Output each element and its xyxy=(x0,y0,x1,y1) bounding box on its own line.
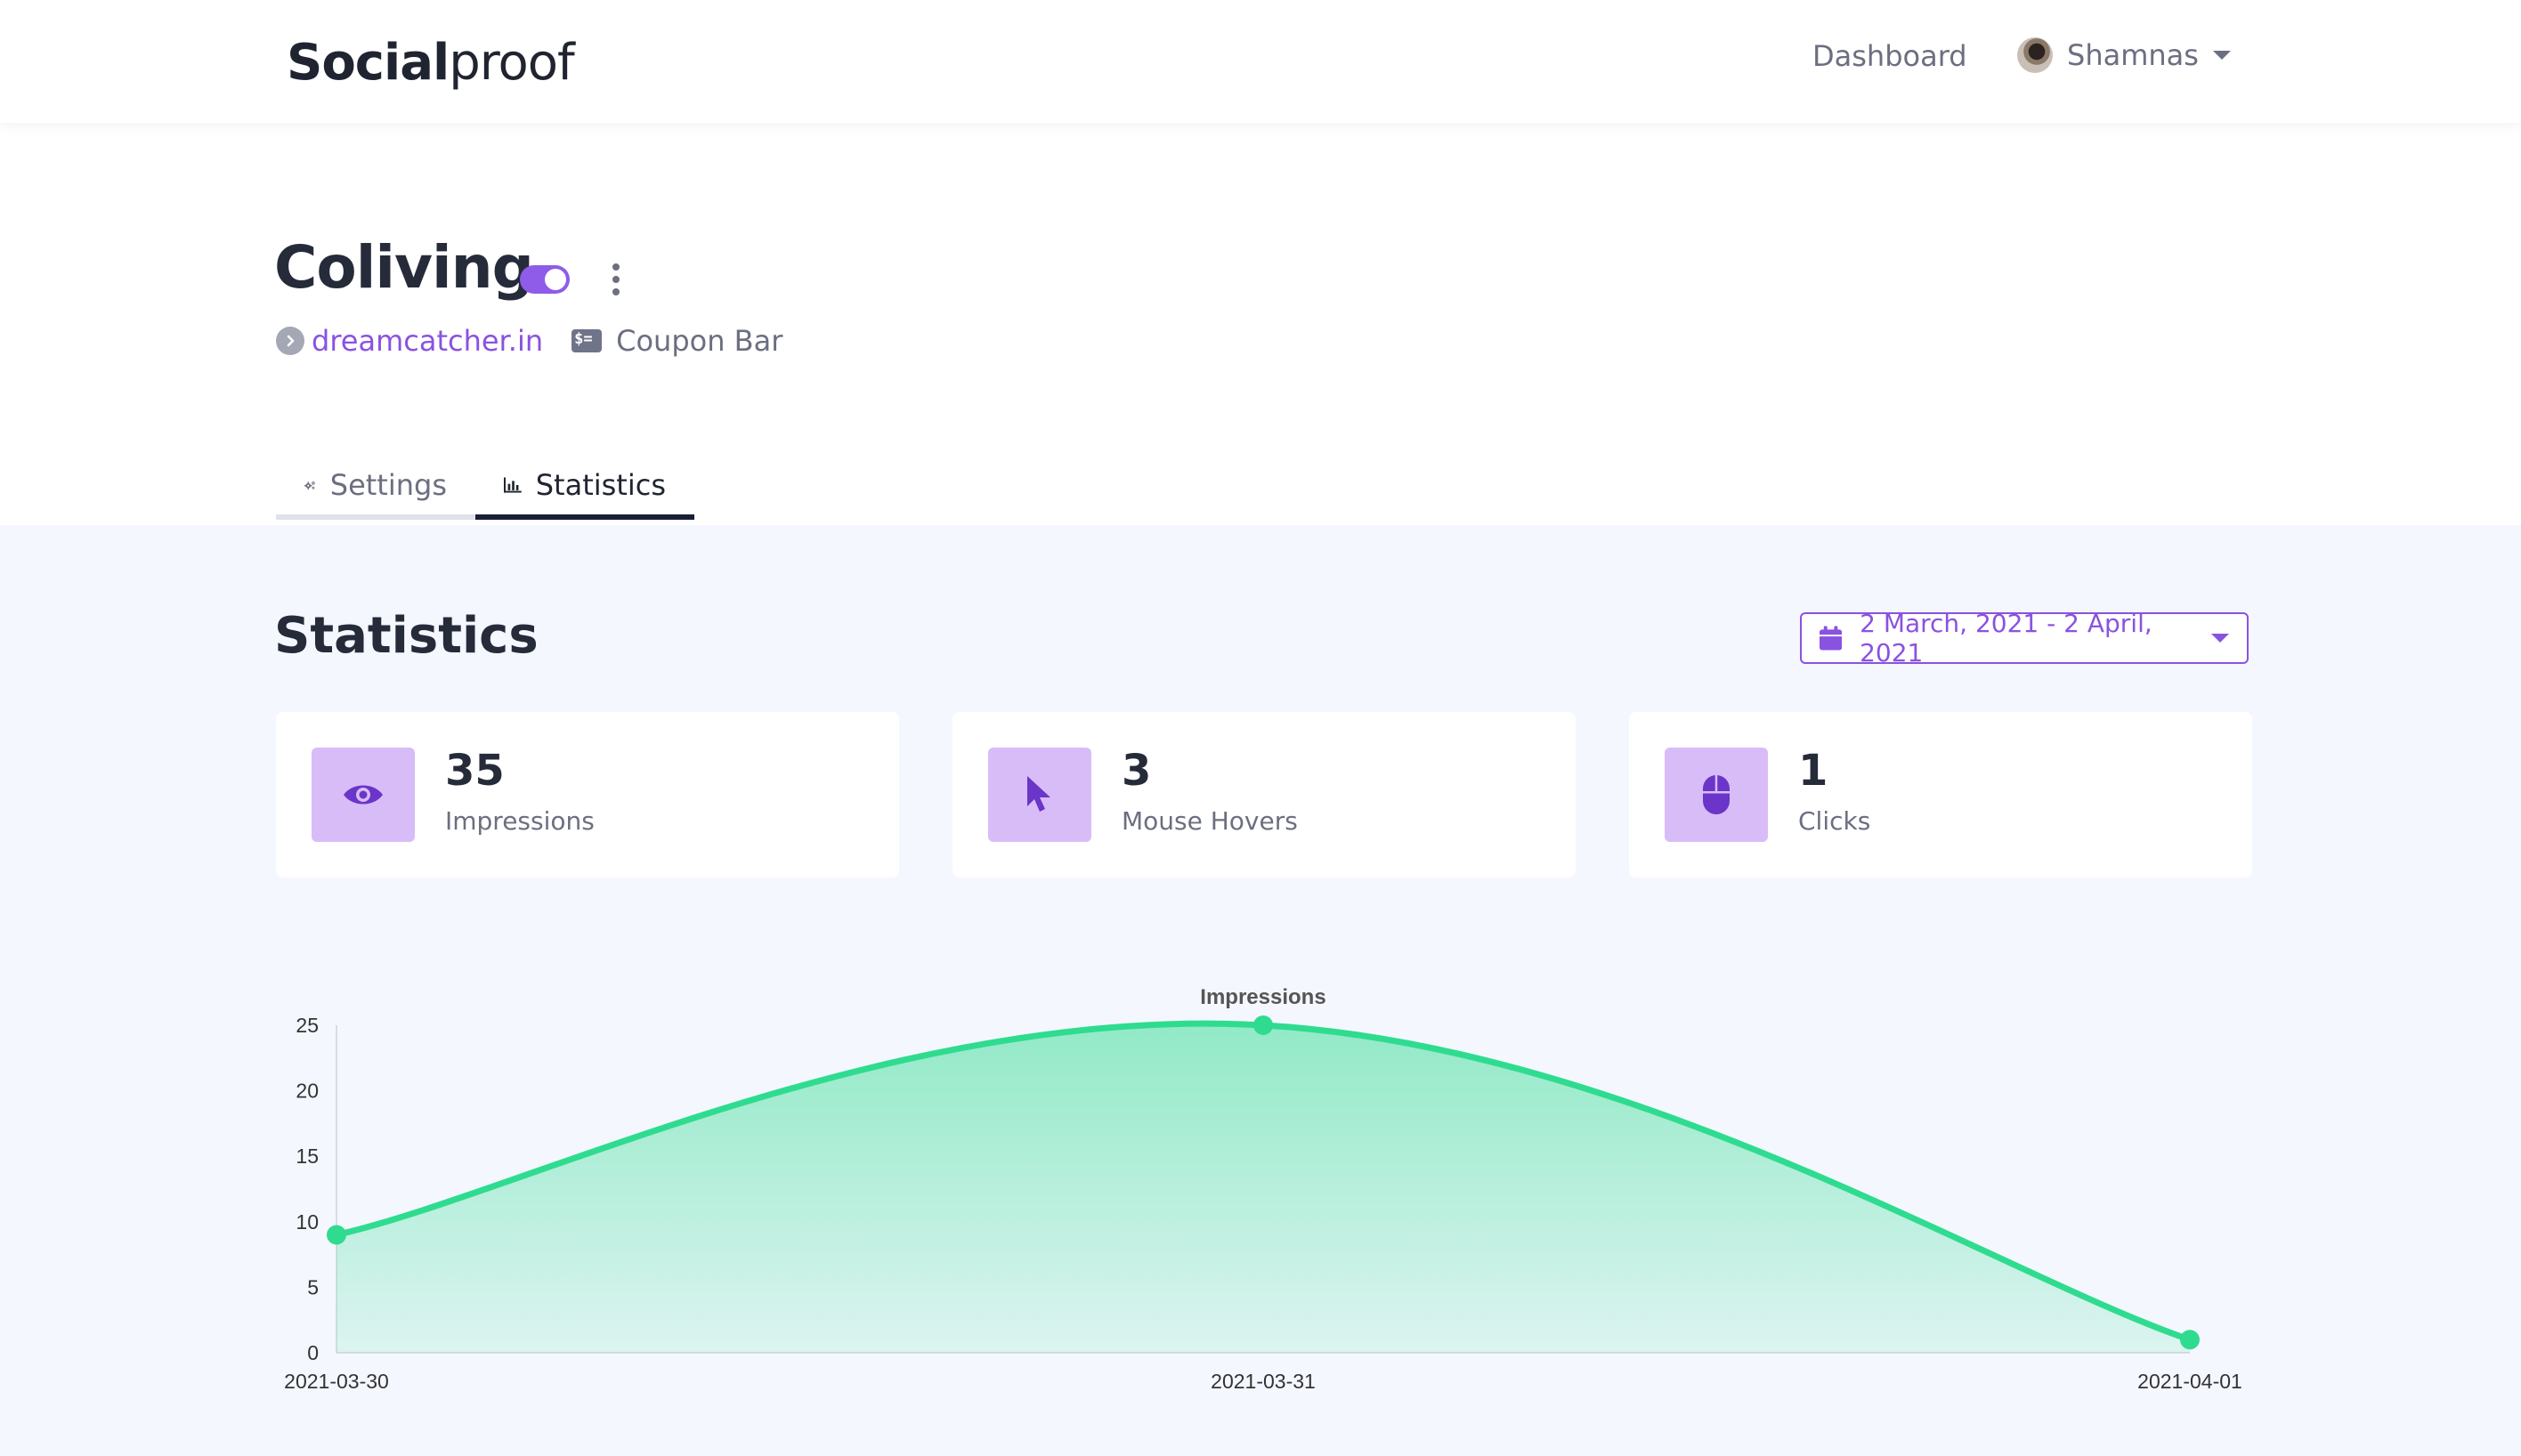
mouse-hovers-label: Mouse Hovers xyxy=(1122,806,1298,836)
clicks-value: 1 xyxy=(1798,746,1828,796)
series-area xyxy=(336,1023,2190,1353)
stat-card-clicks: 1 Clicks xyxy=(1629,712,2252,878)
clicks-label: Clicks xyxy=(1798,806,1871,836)
tab-settings[interactable]: Settings xyxy=(276,456,475,520)
y-tick-label: 20 xyxy=(296,1080,319,1103)
stat-card-impressions: 35 Impressions xyxy=(276,712,899,878)
x-tick-label: 2021-03-30 xyxy=(284,1370,389,1393)
nav-dashboard-link[interactable]: Dashboard xyxy=(1812,39,1967,73)
legend-label: Impressions xyxy=(1200,985,1325,1009)
chevron-right-icon xyxy=(276,327,304,355)
chevron-down-icon xyxy=(2211,634,2229,643)
x-tick-label: 2021-03-31 xyxy=(1211,1370,1316,1393)
x-tick-label: 2021-04-01 xyxy=(2137,1370,2242,1393)
user-menu[interactable]: Shamnas xyxy=(2017,37,2231,73)
mouse-hovers-value: 3 xyxy=(1122,746,1152,796)
y-tick-label: 25 xyxy=(296,1014,319,1037)
date-range-label: 2 March, 2021 - 2 April, 2021 xyxy=(1860,609,2152,667)
tab-statistics[interactable]: Statistics xyxy=(475,456,694,520)
cursor-icon xyxy=(988,748,1091,842)
page-title: Coliving xyxy=(274,233,534,302)
brand-logo-light: proof xyxy=(449,33,575,92)
more-options-icon[interactable] xyxy=(609,263,623,295)
y-tick-label: 5 xyxy=(307,1275,319,1298)
campaign-enabled-toggle[interactable] xyxy=(520,265,570,294)
tab-statistics-label: Statistics xyxy=(535,468,666,502)
site-link[interactable]: dreamcatcher.in xyxy=(312,324,544,358)
tab-bar: Settings Statistics xyxy=(276,456,703,525)
avatar xyxy=(2017,37,2053,73)
calendar-icon xyxy=(1820,626,1843,651)
date-range-picker[interactable]: 2 March, 2021 - 2 April, 2021 xyxy=(1800,609,2249,667)
data-point xyxy=(327,1225,346,1245)
top-navbar: Social proof Dashboard Shamnas xyxy=(0,0,2521,123)
coupon-icon xyxy=(571,329,603,352)
campaign-meta: dreamcatcher.in Coupon Bar xyxy=(276,324,782,358)
data-point xyxy=(2180,1330,2200,1350)
mouse-icon xyxy=(1665,748,1768,842)
impressions-chart: 0 5 10 15 20 25 2021-03-30 2021-03-31 2021-04-01… xyxy=(284,985,2242,1393)
impressions-value: 35 xyxy=(445,746,505,796)
stat-card-mouse-hovers: 3 Mouse Hovers xyxy=(952,712,1576,878)
data-point xyxy=(1253,1015,1273,1035)
chevron-down-icon xyxy=(2212,51,2231,60)
brand-logo[interactable]: Social proof xyxy=(287,27,575,98)
tab-settings-label: Settings xyxy=(329,468,447,502)
eye-icon xyxy=(312,748,415,842)
campaign-type: Coupon Bar xyxy=(616,324,783,358)
impressions-label: Impressions xyxy=(445,806,595,836)
y-tick-label: 0 xyxy=(307,1341,319,1364)
gears-icon xyxy=(304,481,315,489)
y-tick-label: 10 xyxy=(296,1210,319,1234)
statistics-title: Statistics xyxy=(274,607,539,665)
y-tick-label: 15 xyxy=(296,1145,319,1168)
brand-logo-bold: Social xyxy=(287,33,450,92)
user-name: Shamnas xyxy=(2067,38,2199,72)
bar-chart-icon xyxy=(504,477,522,493)
